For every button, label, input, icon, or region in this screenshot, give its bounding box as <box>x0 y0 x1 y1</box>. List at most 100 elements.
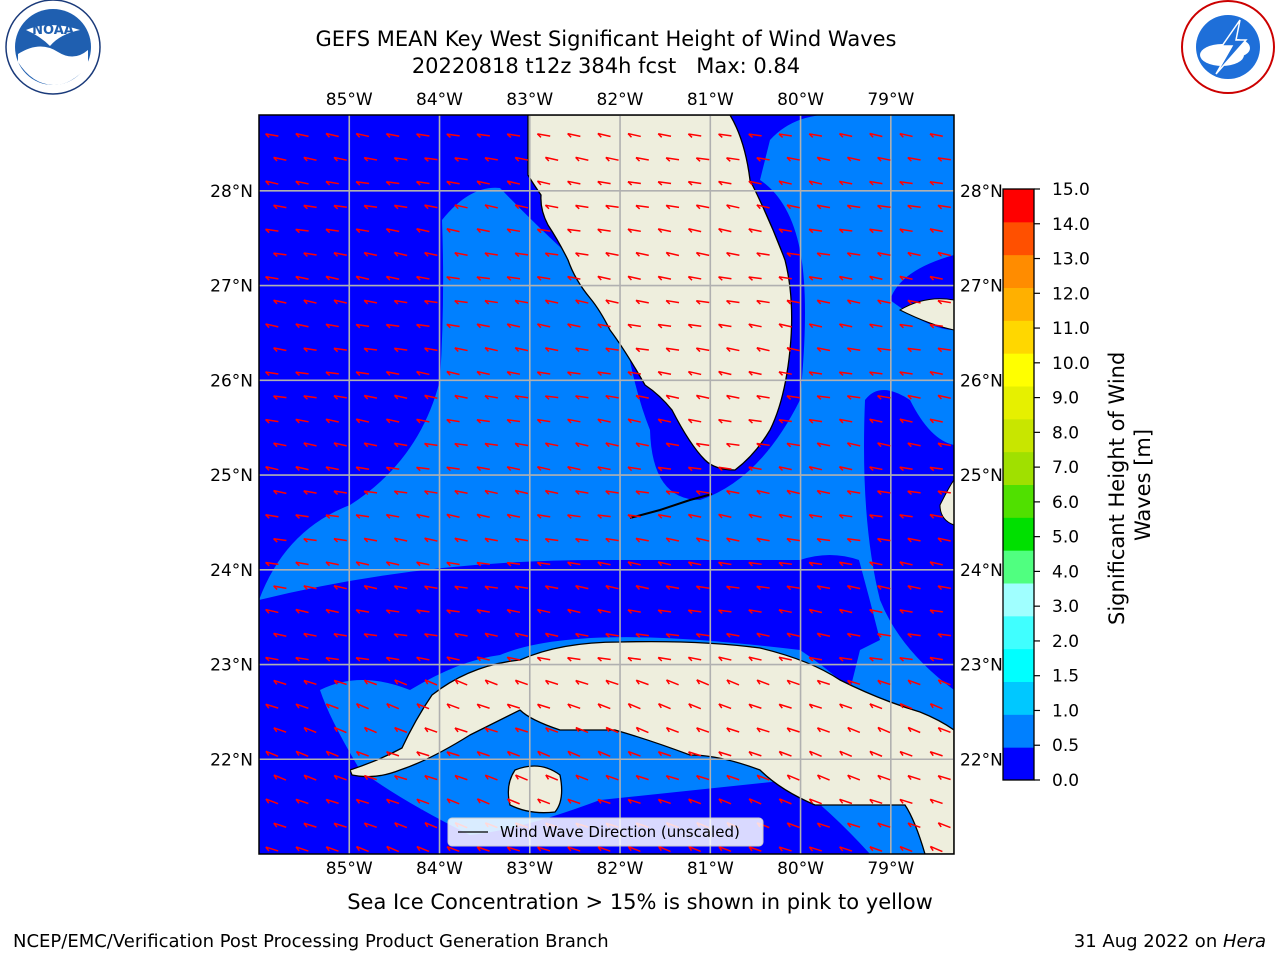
wind-arrow <box>778 418 792 423</box>
wind-arrow-head <box>786 632 791 638</box>
wind-arrow-head <box>748 133 753 139</box>
wind-arrow-head <box>808 656 814 662</box>
wind-arrow <box>605 633 619 637</box>
wind-arrow-head <box>695 157 701 162</box>
wind-arrow <box>688 323 702 328</box>
wind-arrow <box>778 133 792 137</box>
wind-legend: Wind Wave Direction (unscaled) <box>447 817 764 847</box>
wind-arrow-head <box>303 822 308 828</box>
wind-arrow <box>395 870 407 875</box>
wind-arrow <box>575 632 589 637</box>
wind-arrow <box>907 204 921 209</box>
wind-arrow-head <box>937 633 943 638</box>
wind-arrow <box>757 918 769 923</box>
wind-arrow <box>303 395 317 399</box>
wind-arrow-head <box>424 775 429 781</box>
wind-arrow-head <box>846 585 852 590</box>
wind-arrow <box>786 727 800 733</box>
wind-arrow-head <box>303 395 308 400</box>
wind-arrow <box>265 323 279 328</box>
wind-arrow <box>778 703 792 709</box>
wind-arrow <box>567 275 581 280</box>
wind-arrow <box>545 489 559 495</box>
wind-arrow <box>356 845 369 853</box>
wind-arrow-head <box>687 609 693 615</box>
wind-arrow-head <box>265 228 270 234</box>
wind-arrow <box>567 371 581 375</box>
wind-arrow <box>938 726 951 734</box>
wind-arrow <box>386 466 400 470</box>
wind-arrow-head <box>657 275 663 281</box>
wind-arrow-head <box>265 180 270 186</box>
wind-arrow-head <box>544 442 550 448</box>
wind-arrow <box>265 275 279 280</box>
wind-arrow <box>899 514 913 518</box>
wind-arrow <box>810 942 822 947</box>
wind-arrow <box>937 442 951 447</box>
wind-arrow-head <box>718 276 723 281</box>
colorbar-label-line1: Significant Height of Wind <box>1105 352 1129 625</box>
wind-arrow-head <box>657 846 662 852</box>
wind-arrow <box>575 156 589 162</box>
wind-arrow <box>688 751 702 757</box>
wind-arrow-head <box>696 727 701 733</box>
wind-arrow-head <box>416 561 421 567</box>
wind-arrow-head <box>393 347 399 353</box>
wind-arrow-head <box>869 703 874 709</box>
wind-arrow-head <box>627 846 632 852</box>
wind-arrow <box>515 252 529 256</box>
wind-arrow <box>303 156 317 162</box>
wind-arrow <box>325 798 339 805</box>
wind-arrow-head <box>506 419 512 424</box>
colorbar-tick-label: 8.0 <box>1052 423 1079 443</box>
wind-arrow-head <box>536 609 542 614</box>
wind-arrow <box>416 798 430 805</box>
wind-arrow <box>356 561 370 566</box>
wind-arrow-head <box>575 585 580 590</box>
wind-arrow-head <box>265 609 270 614</box>
wind-arrow-head <box>748 323 753 329</box>
wind-arrow <box>567 180 581 185</box>
wind-arrow <box>273 156 287 161</box>
wind-arrow-head <box>454 727 459 733</box>
lat-label-right: 22°N <box>960 750 1003 770</box>
wind-arrow <box>394 299 408 304</box>
wind-arrow <box>295 228 309 232</box>
wind-arrow <box>364 442 378 447</box>
wind-arrow <box>567 514 581 518</box>
wind-arrow-head <box>325 466 331 472</box>
wind-arrow-head <box>718 323 723 329</box>
wind-arrow-head <box>726 157 731 162</box>
wind-arrow <box>537 608 551 614</box>
wind-arrow-head <box>416 371 421 376</box>
wind-arrow <box>930 942 942 946</box>
wind-arrow-head <box>718 751 723 757</box>
wind-arrow-head <box>899 799 904 804</box>
wind-arrow-head <box>687 228 693 233</box>
wind-arrow-head <box>687 371 693 376</box>
wind-arrow-head <box>726 252 731 257</box>
wind-arrow-head <box>937 157 943 162</box>
wind-arrow <box>937 537 951 542</box>
wind-arrow-head <box>869 561 874 567</box>
wind-arrow <box>877 633 891 637</box>
wind-arrow <box>718 703 732 710</box>
wind-arrow-head <box>385 466 391 472</box>
wind-arrow <box>899 750 913 757</box>
wind-arrow-head <box>907 490 912 496</box>
wind-arrow <box>424 251 438 257</box>
wind-arrow-head <box>756 585 761 591</box>
wind-arrow-head <box>838 323 844 329</box>
wind-arrow-head <box>907 299 912 305</box>
wind-arrow-head <box>333 442 339 448</box>
wind-arrow-head <box>567 180 572 186</box>
colorbar-swatch <box>1003 221 1034 256</box>
wind-arrow <box>756 537 770 542</box>
wind-arrow <box>394 394 408 399</box>
wind-arrow <box>303 299 317 304</box>
wind-arrow-head <box>506 133 512 138</box>
wind-arrow <box>446 418 460 423</box>
wind-arrow <box>809 418 823 423</box>
wind-arrow <box>899 228 913 233</box>
wind-arrow-head <box>536 180 542 186</box>
